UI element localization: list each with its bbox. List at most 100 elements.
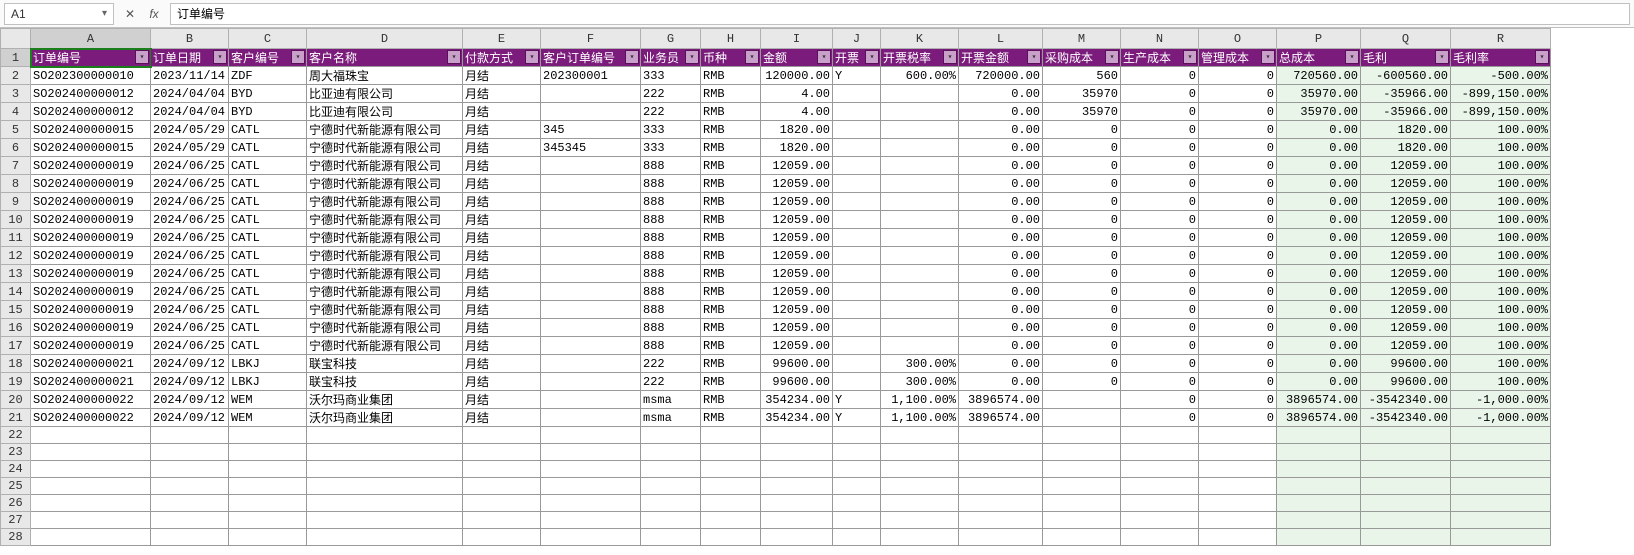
cell[interactable]	[1361, 495, 1451, 512]
cell[interactable]: 0	[1199, 391, 1277, 409]
cell[interactable]	[701, 512, 761, 529]
cell[interactable]: -500.00%	[1451, 67, 1551, 85]
cell[interactable]	[1043, 409, 1121, 427]
cell[interactable]	[833, 373, 881, 391]
cell[interactable]	[31, 529, 151, 546]
row-header[interactable]: 14	[1, 283, 31, 301]
cell[interactable]	[1361, 529, 1451, 546]
row-header[interactable]: 20	[1, 391, 31, 409]
cell[interactable]	[1277, 512, 1361, 529]
cell[interactable]: 12059.00	[1361, 193, 1451, 211]
cell[interactable]	[641, 427, 701, 444]
cell[interactable]: 888	[641, 157, 701, 175]
cell[interactable]: 宁德时代新能源有限公司	[307, 265, 463, 283]
cell[interactable]	[833, 355, 881, 373]
cell[interactable]	[463, 461, 541, 478]
cell[interactable]: WEM	[229, 391, 307, 409]
cell[interactable]	[1043, 495, 1121, 512]
cell[interactable]: SO202400000019	[31, 157, 151, 175]
cell[interactable]	[881, 157, 959, 175]
cell[interactable]: RMB	[701, 193, 761, 211]
cell[interactable]: 0	[1121, 391, 1199, 409]
cell[interactable]: 0.00	[959, 121, 1043, 139]
cell[interactable]	[229, 444, 307, 461]
cell[interactable]: 12059.00	[761, 301, 833, 319]
cell[interactable]: 月结	[463, 121, 541, 139]
cell[interactable]: SO202400000019	[31, 247, 151, 265]
cell[interactable]: 100.00%	[1451, 193, 1551, 211]
cell[interactable]: 1820.00	[761, 139, 833, 157]
cell[interactable]: 宁德时代新能源有限公司	[307, 229, 463, 247]
cell[interactable]: msma	[641, 391, 701, 409]
cell[interactable]	[959, 461, 1043, 478]
cell[interactable]	[1361, 512, 1451, 529]
cell[interactable]: 0.00	[959, 373, 1043, 391]
column-filter-header[interactable]: 开票税率▾	[881, 49, 959, 67]
select-all-corner[interactable]	[1, 29, 31, 49]
cell[interactable]: 月结	[463, 355, 541, 373]
cell[interactable]: 99600.00	[1361, 355, 1451, 373]
cell[interactable]: 0	[1199, 229, 1277, 247]
cell[interactable]: 100.00%	[1451, 211, 1551, 229]
cell[interactable]	[881, 193, 959, 211]
cell[interactable]: -3542340.00	[1361, 391, 1451, 409]
cell[interactable]: 沃尔玛商业集团	[307, 409, 463, 427]
cell[interactable]: SO202400000019	[31, 211, 151, 229]
cell[interactable]: 0	[1121, 103, 1199, 121]
cell[interactable]: 0	[1199, 157, 1277, 175]
column-filter-header[interactable]: 业务员▾	[641, 49, 701, 67]
cell[interactable]	[151, 478, 229, 495]
cell[interactable]: 2024/09/12	[151, 409, 229, 427]
cell[interactable]	[463, 427, 541, 444]
cell[interactable]: 333	[641, 67, 701, 85]
sheet-scroll-area[interactable]: ABCDEFGHIJKLMNOPQR1订单编号▾订单日期▾客户编号▾客户名称▾付…	[0, 28, 1634, 555]
cell[interactable]: 月结	[463, 85, 541, 103]
cell[interactable]	[307, 478, 463, 495]
cell[interactable]: 0	[1199, 247, 1277, 265]
filter-dropdown-icon[interactable]: ▾	[865, 50, 879, 64]
cell[interactable]: msma	[641, 409, 701, 427]
cell[interactable]	[959, 478, 1043, 495]
cell[interactable]	[761, 444, 833, 461]
cell[interactable]	[541, 319, 641, 337]
cell[interactable]	[541, 427, 641, 444]
cell[interactable]	[541, 247, 641, 265]
cell[interactable]: 99600.00	[1361, 373, 1451, 391]
cell[interactable]: 12059.00	[1361, 319, 1451, 337]
cell[interactable]: 99600.00	[761, 373, 833, 391]
cell[interactable]: 2024/06/25	[151, 301, 229, 319]
cell[interactable]	[541, 265, 641, 283]
col-header-C[interactable]: C	[229, 29, 307, 49]
cell[interactable]: 222	[641, 373, 701, 391]
cell[interactable]: -35966.00	[1361, 85, 1451, 103]
cell[interactable]: 12059.00	[1361, 157, 1451, 175]
col-header-P[interactable]: P	[1277, 29, 1361, 49]
row-header[interactable]: 27	[1, 512, 31, 529]
cell[interactable]: 12059.00	[761, 319, 833, 337]
cell[interactable]: 0	[1121, 229, 1199, 247]
cell[interactable]	[541, 211, 641, 229]
cell[interactable]: 0	[1043, 193, 1121, 211]
cell[interactable]	[1043, 529, 1121, 546]
cell[interactable]: 宁德时代新能源有限公司	[307, 121, 463, 139]
cell[interactable]	[1361, 444, 1451, 461]
cell[interactable]: 3896574.00	[1277, 391, 1361, 409]
cell[interactable]: SO202400000019	[31, 175, 151, 193]
cell[interactable]: RMB	[701, 283, 761, 301]
cell[interactable]	[701, 444, 761, 461]
cell[interactable]: 888	[641, 337, 701, 355]
cell[interactable]: 888	[641, 211, 701, 229]
filter-dropdown-icon[interactable]: ▾	[943, 50, 957, 64]
cell[interactable]	[641, 495, 701, 512]
cell[interactable]	[307, 427, 463, 444]
cell[interactable]	[881, 85, 959, 103]
cell[interactable]: -35966.00	[1361, 103, 1451, 121]
cell[interactable]: RMB	[701, 121, 761, 139]
row-header[interactable]: 17	[1, 337, 31, 355]
cell[interactable]: 300.00%	[881, 373, 959, 391]
cell[interactable]: CATL	[229, 319, 307, 337]
row-header[interactable]: 2	[1, 67, 31, 85]
cell[interactable]: 宁德时代新能源有限公司	[307, 211, 463, 229]
cell[interactable]: RMB	[701, 139, 761, 157]
cell[interactable]: 888	[641, 229, 701, 247]
